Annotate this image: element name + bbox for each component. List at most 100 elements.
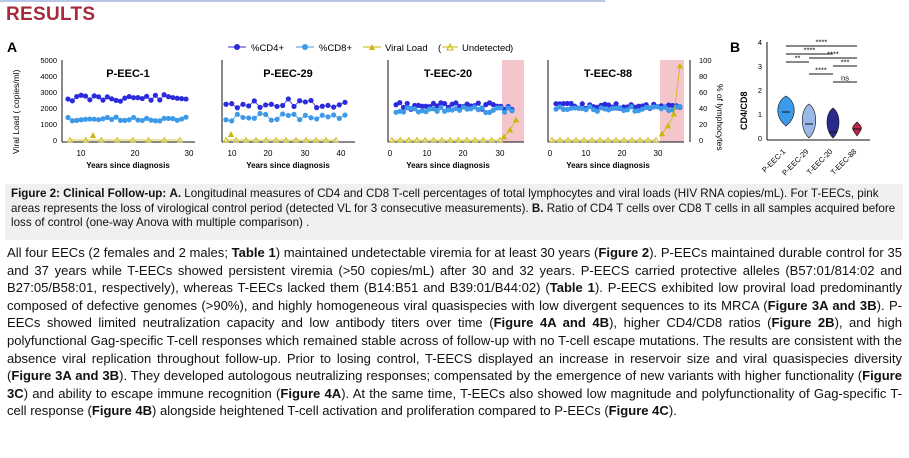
subplot-title: T-EEC-88 — [584, 68, 632, 80]
cd8-point — [130, 114, 137, 121]
subplot-title: P-EEC-29 — [263, 68, 313, 80]
cd4-point — [263, 102, 269, 108]
ref-figure-3c: Figure 3C — [7, 368, 902, 401]
cd8-point — [240, 114, 246, 121]
cd8-point — [651, 104, 657, 110]
cd4-point — [113, 97, 119, 104]
cd4-point — [161, 92, 167, 98]
cd4-point — [336, 102, 342, 108]
vl-undetected-point — [438, 136, 446, 143]
vl-undetected-point — [252, 136, 260, 143]
svg-text:1000: 1000 — [40, 120, 57, 129]
cd8-point — [122, 117, 128, 123]
cd4-point — [74, 93, 80, 100]
cd8-point — [268, 117, 274, 123]
cd8-point — [464, 106, 470, 112]
legend-vl: Viral Load — [385, 43, 428, 54]
cd4-point — [95, 94, 102, 100]
svg-text:20: 20 — [131, 149, 140, 158]
cd8-point — [509, 108, 515, 114]
violin-2 — [826, 107, 840, 139]
cd4-point — [291, 103, 297, 110]
x-axis-label: Years since diagnosis — [86, 161, 170, 170]
cd8-point — [157, 118, 163, 124]
cd8-point — [126, 117, 132, 123]
cd8-point — [427, 106, 433, 112]
cd8-point — [165, 115, 172, 122]
vl-point — [670, 110, 678, 117]
vl-undetected-point — [556, 136, 564, 143]
cd8-point — [498, 105, 504, 111]
figure-caption: Figure 2: Clinical Follow-up: A. Longitu… — [5, 184, 903, 240]
vl-undetected-point — [322, 136, 330, 143]
cd4-point — [240, 101, 246, 107]
cd4-point — [157, 97, 163, 103]
vl-undetected-point — [652, 136, 660, 143]
cd8-point — [643, 104, 649, 111]
cd4-point — [302, 99, 308, 105]
vl-undetected-point — [82, 136, 89, 143]
cd8-point — [553, 106, 559, 112]
x-axis-label: Years since diagnosis — [246, 161, 330, 170]
cd4-point — [442, 101, 448, 107]
vl-undetected-point — [405, 136, 412, 143]
vl-undetected-point — [282, 136, 290, 143]
caption-label-a: A. — [169, 187, 182, 200]
cd4-point — [91, 93, 97, 99]
svg-text:(: ( — [438, 43, 442, 54]
vl-point — [512, 116, 520, 123]
vl-undetected-point — [430, 136, 437, 143]
ref-figure-4c: Figure 4C — [608, 403, 669, 419]
svg-text:20: 20 — [699, 120, 707, 129]
vl-undetected-point — [496, 136, 504, 143]
legend-undetected: Undetected — [462, 43, 511, 54]
vl-undetected-point — [612, 136, 620, 143]
vl-undetected-point — [572, 136, 580, 143]
cd8-line — [225, 113, 346, 122]
vl-undetected-point — [455, 136, 462, 143]
cd8-point — [471, 104, 478, 110]
cd4-point — [174, 95, 180, 101]
cd8-point — [170, 116, 176, 122]
svg-text:20: 20 — [264, 149, 273, 158]
vl-point — [676, 62, 684, 69]
cd4-point — [229, 101, 235, 107]
cd8-point — [69, 118, 75, 124]
svg-text:60: 60 — [699, 88, 707, 97]
ref-figure-3ab: Figure 3A and 3B — [11, 368, 120, 384]
results-paragraph: All four EECs (2 females and 2 males; Ta… — [7, 245, 903, 419]
cd8-point — [479, 105, 485, 111]
cd4-point — [560, 101, 567, 107]
cd4-point — [331, 104, 337, 110]
cd8-point — [336, 115, 342, 122]
svg-text:1: 1 — [758, 110, 762, 119]
cd4-point — [636, 103, 642, 109]
header-rule — [0, 0, 605, 2]
cd4-point — [568, 100, 574, 107]
svg-text:10: 10 — [228, 149, 237, 158]
vl-undetected-point — [302, 136, 310, 143]
cd4-point — [314, 105, 320, 111]
svg-text:100: 100 — [699, 56, 712, 65]
vl-undetected-point — [176, 136, 184, 143]
svg-text:0: 0 — [53, 136, 57, 145]
cd8-point — [342, 112, 348, 118]
cd8-point — [291, 111, 297, 117]
vl-undetected-point — [98, 136, 105, 143]
significance-label: **** — [804, 46, 816, 55]
vl-undetected-point — [397, 136, 404, 143]
cd4-point — [130, 95, 137, 101]
significance-label: **** — [816, 38, 828, 47]
svg-text:30: 30 — [654, 149, 663, 158]
cd4-point — [430, 100, 437, 107]
vl-undetected-point — [292, 136, 300, 143]
cd8-point — [78, 117, 84, 123]
cd8-point — [438, 104, 444, 111]
vl-undetected-point — [471, 136, 479, 143]
section-title: RESULTS — [6, 4, 96, 25]
cd4-point — [606, 102, 612, 108]
cd8-point — [412, 106, 418, 112]
ref-table-1: Table 1 — [549, 280, 595, 296]
cd4-point — [109, 96, 115, 102]
svg-text:3000: 3000 — [40, 88, 57, 97]
